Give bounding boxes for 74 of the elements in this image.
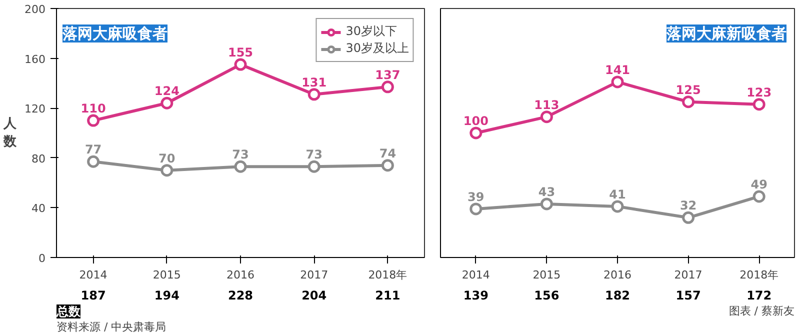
point bbox=[381, 159, 394, 172]
data-label: 43 bbox=[538, 184, 556, 199]
point bbox=[682, 96, 695, 108]
point bbox=[234, 160, 247, 173]
text: 172 bbox=[746, 288, 772, 302]
point bbox=[611, 76, 624, 88]
x-tick-label: 2018年 bbox=[368, 268, 408, 282]
point bbox=[308, 88, 320, 101]
y-axis-title: 人数 bbox=[2, 116, 18, 150]
point bbox=[752, 98, 766, 111]
text: 228 bbox=[228, 288, 254, 302]
text: 187 bbox=[80, 288, 106, 302]
data-label: 141 bbox=[604, 62, 630, 77]
data-label: 125 bbox=[676, 82, 701, 97]
data-label: 49 bbox=[750, 177, 768, 192]
x-tick-label: 2017 bbox=[300, 268, 328, 282]
text: 204 bbox=[302, 288, 327, 302]
data-label: 131 bbox=[302, 75, 327, 90]
data-label: 137 bbox=[375, 68, 400, 82]
data-label: 70 bbox=[158, 151, 176, 166]
text: 总数 bbox=[56, 304, 82, 318]
data-label: 74 bbox=[379, 146, 396, 160]
data-label: 100 bbox=[463, 114, 488, 128]
point bbox=[540, 198, 553, 210]
data-label: 39 bbox=[468, 190, 484, 204]
x-tick-label: 2015 bbox=[532, 268, 561, 282]
text: 图表 / 蔡新友 bbox=[728, 304, 795, 318]
data-label: 155 bbox=[228, 46, 254, 60]
y-tick-label: 160 bbox=[24, 52, 46, 66]
x-tick-label: 2014 bbox=[462, 268, 490, 282]
legend-label: 30岁以下 bbox=[346, 23, 397, 40]
data-label: 123 bbox=[746, 85, 772, 100]
point bbox=[470, 126, 482, 140]
text: 156 bbox=[534, 288, 560, 302]
point bbox=[234, 58, 247, 71]
data-label: 77 bbox=[84, 142, 102, 157]
data-label: 110 bbox=[80, 102, 106, 116]
x-tick-label: 2016 bbox=[604, 268, 632, 282]
point bbox=[381, 80, 394, 94]
y-tick-label: 80 bbox=[32, 152, 46, 166]
x-tick-label: 2014 bbox=[79, 268, 108, 282]
text: 211 bbox=[375, 288, 400, 302]
y-tick-label: 0 bbox=[38, 252, 46, 265]
y-tick-label: 200 bbox=[24, 3, 46, 16]
x-tick-label: 2018年 bbox=[740, 268, 779, 282]
y-tick-label: 40 bbox=[32, 202, 46, 216]
point bbox=[540, 110, 553, 124]
text: 落网大麻新吸食者 bbox=[666, 24, 786, 42]
point bbox=[160, 96, 174, 110]
x-tick-label: 2017 bbox=[674, 268, 702, 282]
text: 资料来源 / 中央肃毒局 bbox=[56, 320, 166, 333]
data-label: 113 bbox=[534, 98, 560, 112]
text: 139 bbox=[463, 288, 488, 302]
x-tick-label: 2015 bbox=[152, 268, 181, 282]
legend-label: 30岁及以上 bbox=[346, 40, 409, 57]
y-tick-label: 120 bbox=[24, 102, 46, 116]
text: 落网大麻吸食者 bbox=[62, 24, 168, 42]
text: 182 bbox=[604, 288, 630, 302]
point bbox=[87, 155, 100, 168]
data-label: 124 bbox=[154, 84, 180, 98]
point bbox=[611, 200, 624, 213]
x-tick-label: 2016 bbox=[226, 268, 255, 282]
point bbox=[682, 211, 695, 224]
data-label: 73 bbox=[306, 148, 322, 162]
point bbox=[87, 114, 100, 127]
point bbox=[752, 190, 766, 203]
text: 194 bbox=[154, 288, 180, 302]
data-label: 73 bbox=[232, 148, 249, 162]
point bbox=[308, 160, 320, 173]
point bbox=[160, 164, 174, 177]
text: 157 bbox=[676, 288, 701, 302]
data-label: 32 bbox=[680, 198, 697, 213]
point bbox=[470, 202, 482, 216]
data-label: 41 bbox=[609, 187, 626, 202]
